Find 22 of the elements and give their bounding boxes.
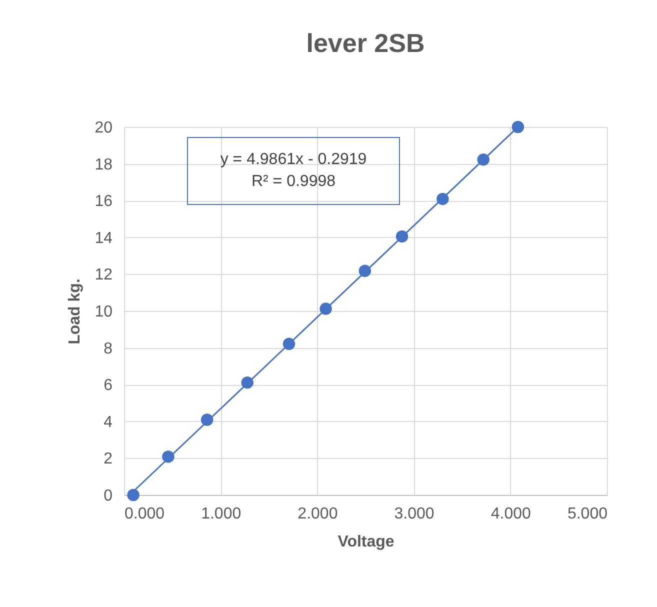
- y-tick-label: 2: [104, 450, 113, 468]
- y-tick-label: 20: [94, 120, 113, 136]
- x-tick-label: 1.000: [201, 506, 242, 522]
- y-tick-label: 14: [94, 230, 113, 247]
- annotation: R² = 0.9998: [251, 172, 336, 192]
- x-tick-label: 2.000: [298, 506, 338, 522]
- y-tick-label: 8: [104, 340, 113, 358]
- y-tick-label: 4: [104, 414, 113, 431]
- y-tick-label: 6: [104, 377, 113, 394]
- y-tick-label: 12: [94, 266, 113, 284]
- x-tick-label: 4.000: [490, 506, 532, 522]
- y-axis-title: Load kg.: [66, 278, 84, 344]
- y-tick-label: 0: [104, 488, 113, 504]
- annotation: y = 4.9861x - 0.2919: [220, 150, 367, 170]
- x-tick-label: 3.000: [394, 506, 434, 522]
- x-axis-title: Voltage: [338, 534, 394, 550]
- y-tick-label: 16: [94, 193, 113, 210]
- y-tick-label: 10: [94, 304, 113, 320]
- chart-title: lever 2SB: [306, 28, 425, 58]
- x-tick-label: 0.000: [124, 506, 165, 522]
- x-tick-label: 5.000: [567, 506, 608, 522]
- y-tick-label: 18: [94, 156, 113, 174]
